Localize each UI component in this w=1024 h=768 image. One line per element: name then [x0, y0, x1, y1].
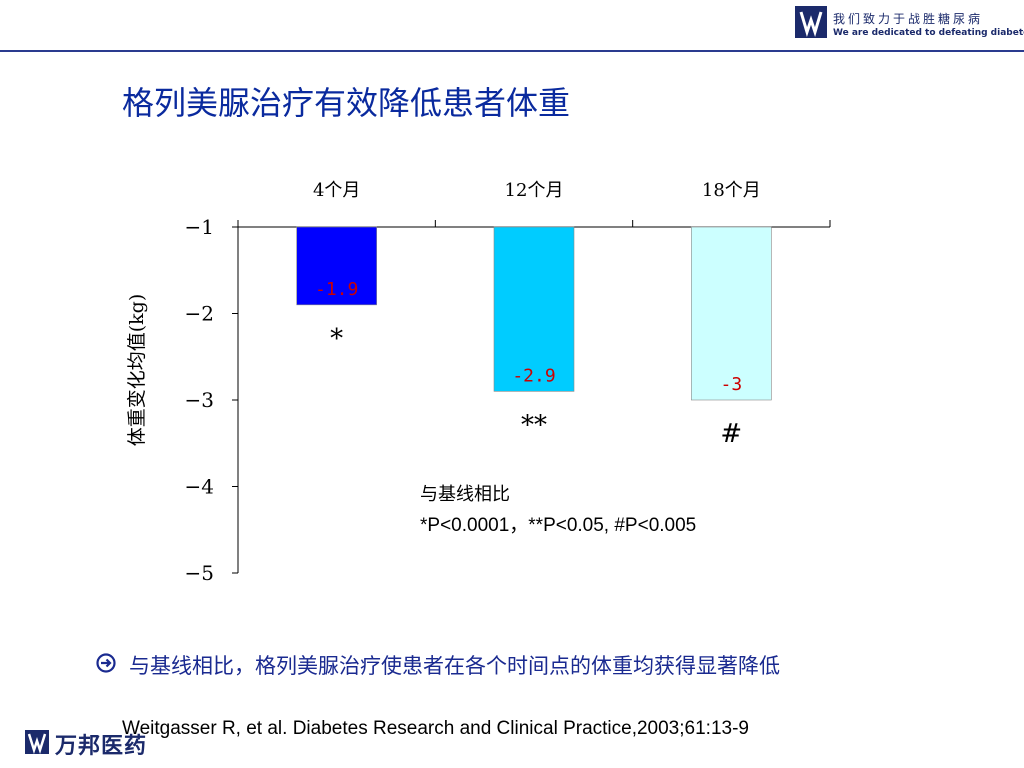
summary-text: 与基线相比，格列美脲治疗使患者在各个时间点的体重均获得显著降低	[129, 654, 780, 678]
footer-brand-name: 万邦医药	[55, 734, 148, 759]
y-tick-label: −1	[185, 215, 214, 239]
bar-value-label: -1.9	[315, 279, 358, 300]
bar-value-label: -3	[720, 374, 742, 395]
y-tick-label: −4	[185, 475, 214, 499]
header-slogan-en: We are dedicated to defeating diabetes	[833, 28, 1024, 38]
y-tick-label: −2	[185, 302, 214, 326]
bar-value-label: -2.9	[512, 365, 555, 386]
header-slogan-cn: 我们致力于战胜糖尿病	[833, 12, 984, 26]
note-line-baseline: 与基线相比	[420, 484, 510, 505]
header-logo: 我们致力于战胜糖尿病 We are dedicated to defeating…	[795, 6, 1024, 46]
arrow-circle-icon	[96, 653, 116, 673]
significance-mark: **	[521, 410, 547, 440]
brand-logo-icon	[795, 6, 827, 38]
x-category-label: 4个月	[313, 180, 360, 201]
bar-2	[493, 226, 575, 392]
x-category-label: 12个月	[505, 180, 564, 201]
bar-1	[296, 226, 377, 306]
header-divider	[0, 50, 1024, 52]
y-tick-label: −5	[185, 561, 214, 585]
citation: Weitgasser R, et al. Diabetes Research a…	[122, 718, 749, 739]
significance-note: 与基线相比 *P<0.0001，**P<0.05, #P<0.005	[420, 480, 696, 537]
y-tick-label: −3	[185, 388, 214, 412]
page-title: 格列美脲治疗有效降低患者体重	[122, 84, 571, 122]
x-category-label: 18个月	[702, 180, 761, 201]
brand-logo-icon	[25, 730, 49, 754]
bar-3	[691, 226, 772, 401]
significance-mark: #	[720, 419, 742, 449]
significance-mark: *	[330, 324, 343, 354]
note-line-pvalues: *P<0.0001，**P<0.05, #P<0.005	[420, 515, 697, 536]
y-axis-title: 体重变化均值(kg)	[126, 294, 148, 447]
